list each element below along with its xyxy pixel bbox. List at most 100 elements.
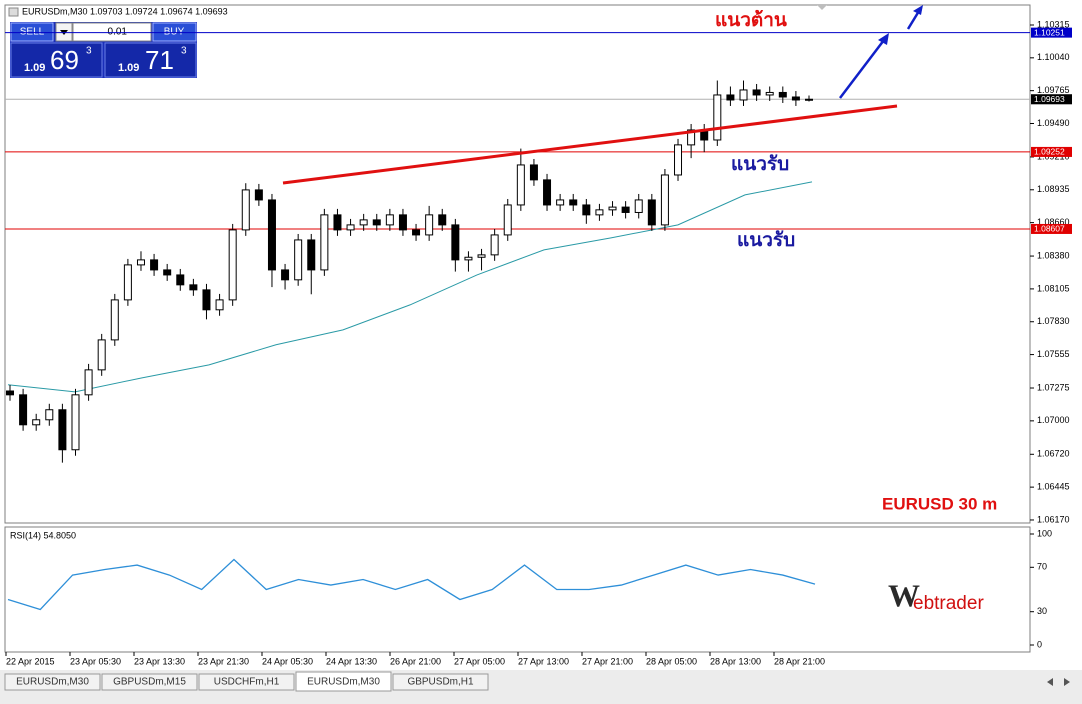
- price-level-tag: [1031, 27, 1072, 38]
- rsi-tick-label: 100: [1037, 528, 1052, 538]
- chart-icon: [8, 7, 19, 17]
- candle-body: [398, 214, 407, 231]
- y-tick-label: 1.07830: [1037, 316, 1070, 326]
- candle-body: [123, 264, 132, 301]
- chart-caption: EURUSD 30 m: [882, 494, 997, 513]
- y-tick-label: 1.09765: [1037, 85, 1070, 95]
- arrow: [839, 39, 885, 99]
- tab-scroll-right[interactable]: [1064, 678, 1070, 686]
- support-label: แนวรับ: [737, 230, 795, 251]
- x-tick-label: 22 Apr 2015: [6, 656, 55, 666]
- tab-label: GBPUSDm,H1: [407, 677, 474, 688]
- candle-body: [805, 98, 813, 101]
- candle-body: [294, 239, 303, 281]
- rsi-tick-label: 0: [1037, 639, 1042, 649]
- candle-body: [58, 409, 67, 451]
- x-tick-label: 24 Apr 13:30: [326, 656, 377, 666]
- tab-label: USDCHFm,H1: [214, 677, 280, 688]
- price-level-label: 1.10251: [1034, 27, 1065, 37]
- logo-initial: W: [888, 577, 920, 613]
- candle-body: [176, 274, 185, 286]
- candle-body: [385, 214, 394, 226]
- y-tick-label: 1.07000: [1037, 415, 1070, 425]
- ask-big: 71: [145, 45, 174, 75]
- candle-body: [451, 224, 460, 261]
- tab-label: GBPUSDm,M15: [113, 677, 186, 688]
- candle-body: [791, 96, 800, 101]
- candle-body: [32, 419, 41, 426]
- sell-button[interactable]: [10, 22, 54, 42]
- candle-body: [595, 209, 604, 216]
- candle-body: [765, 91, 774, 96]
- candle-body: [543, 179, 552, 206]
- y-tick-label: 1.08660: [1037, 217, 1070, 227]
- ask-sup: 3: [181, 46, 187, 57]
- y-tick-label: 1.06170: [1037, 514, 1070, 524]
- candle-body: [307, 239, 316, 271]
- candle-body: [778, 91, 787, 98]
- candle-body: [739, 89, 748, 101]
- rsi-label: RSI(14) 54.8050: [10, 530, 76, 540]
- candle-body: [726, 94, 735, 101]
- tab[interactable]: [4, 673, 101, 691]
- current-price-label: 1.09693: [1034, 94, 1065, 104]
- candle-body: [6, 390, 14, 396]
- candle-body: [71, 394, 80, 451]
- bid-prefix: 1.09: [24, 62, 45, 74]
- y-tick-label: 1.08105: [1037, 283, 1070, 293]
- rsi-line: [7, 558, 816, 611]
- tab[interactable]: [392, 673, 489, 691]
- candle-body: [503, 204, 512, 236]
- candle-body: [110, 299, 119, 341]
- candle-body: [687, 129, 696, 146]
- tab[interactable]: [295, 671, 392, 692]
- lot-input[interactable]: [72, 22, 152, 42]
- current-price-tag: [1031, 94, 1072, 105]
- candle-body: [674, 144, 683, 176]
- plot: 1.103151.100401.097651.094901.092101.089…: [4, 19, 1072, 692]
- candle-body: [621, 206, 630, 213]
- candle-body: [647, 199, 656, 226]
- rsi-tick-label: 70: [1037, 562, 1047, 572]
- x-tick-label: 28 Apr 05:00: [646, 656, 697, 666]
- candle-body: [438, 214, 447, 226]
- tab-scroll-left[interactable]: [1047, 678, 1053, 686]
- y-tick-label: 1.07275: [1037, 382, 1070, 392]
- candle-body: [136, 259, 145, 266]
- candle-body: [372, 219, 381, 226]
- buy-button[interactable]: [152, 22, 197, 42]
- candle-body: [412, 229, 421, 236]
- y-tick-label: 1.07555: [1037, 349, 1070, 359]
- rsi-tick-label: 30: [1037, 606, 1047, 616]
- bid-box[interactable]: [10, 42, 103, 78]
- y-tick-label: 1.06720: [1037, 449, 1070, 459]
- candle-body: [202, 289, 211, 311]
- candle-body: [516, 164, 525, 206]
- candle-body: [215, 299, 224, 311]
- bid-big: 69: [50, 45, 79, 75]
- main-pane: [4, 4, 1031, 524]
- ask-box[interactable]: [104, 42, 197, 78]
- one-click-trading: SELL 0.01 BUY 1.09 69 3 1.09 71 3: [10, 22, 197, 78]
- logo-text: ebtrader: [913, 593, 984, 614]
- candle-body: [346, 224, 355, 231]
- tab-label: EURUSDm,M30: [16, 677, 89, 688]
- candle-body: [281, 269, 290, 281]
- tab[interactable]: [101, 673, 198, 691]
- price-level-label: 1.08607: [1034, 224, 1065, 234]
- y-tick-label: 1.10040: [1037, 52, 1070, 62]
- tab-label: EURUSDm,M30: [307, 677, 380, 688]
- price-level-label: 1.09252: [1034, 147, 1065, 157]
- y-tick-label: 1.06445: [1037, 482, 1070, 492]
- chart-header: EURUSDm,M30 1.09703 1.09724 1.09674 1.09…: [22, 6, 228, 16]
- tab[interactable]: [198, 673, 295, 691]
- arrow-head: [878, 33, 889, 45]
- resistance-label: แนวต้าน: [715, 9, 787, 31]
- y-tick-label: 1.08935: [1037, 184, 1070, 194]
- candle-body: [752, 89, 761, 96]
- candle-body: [608, 206, 617, 211]
- x-tick-label: 27 Apr 05:00: [454, 656, 505, 666]
- candle-body: [97, 339, 106, 371]
